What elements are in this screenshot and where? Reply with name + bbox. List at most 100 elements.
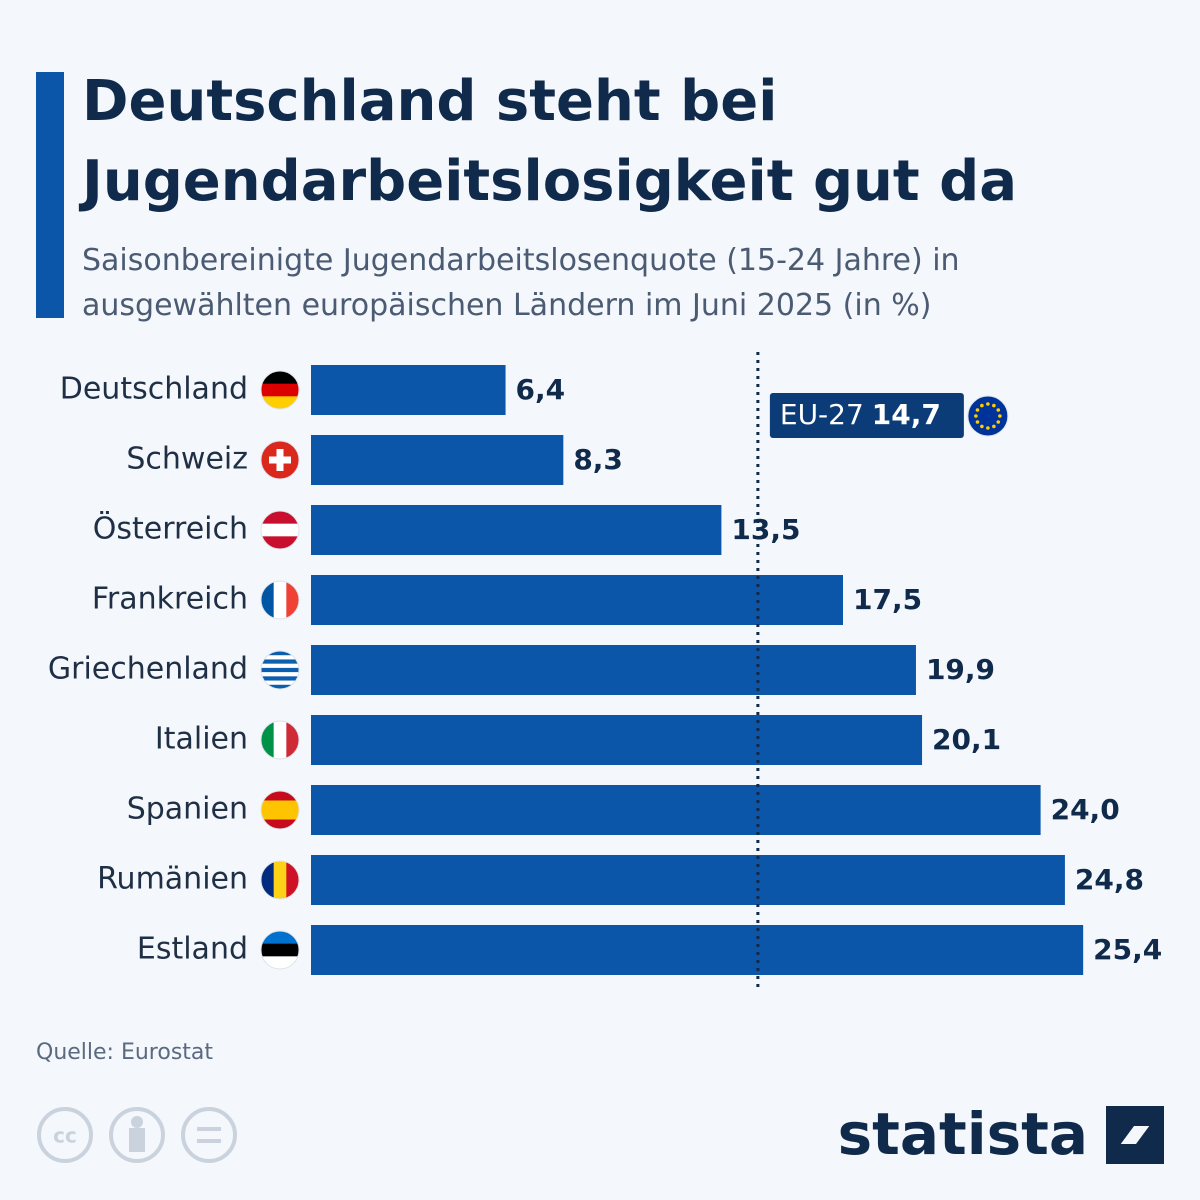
flag-stripe — [261, 672, 299, 677]
reference-badge — [769, 393, 964, 438]
eu-star — [998, 414, 1002, 418]
eu-star — [996, 420, 1001, 424]
flag-stripe — [286, 721, 299, 759]
value-label: 25,4 — [1093, 933, 1162, 966]
flag-stripe — [261, 663, 299, 669]
bar — [311, 435, 564, 485]
category-label: Spanien — [127, 792, 248, 827]
flag-icon — [260, 370, 300, 410]
flag-stripe — [286, 581, 299, 619]
flag-stripe — [261, 511, 299, 525]
chart-subtitle: Saisonbereinigte Jugendarbeitslosenquote… — [82, 243, 960, 323]
flag-stripe — [261, 581, 275, 619]
eu-flag — [967, 395, 1009, 437]
flag-fill — [261, 721, 299, 759]
bar — [311, 505, 722, 555]
flag-stripe — [261, 667, 299, 673]
category-label: Frankreich — [92, 582, 248, 617]
svg-text:cc: cc — [53, 1124, 77, 1148]
flag-border — [260, 930, 300, 970]
chart-title: Deutschland steht bei Jugendarbeitslosig… — [82, 69, 1018, 214]
flag-icon — [260, 790, 300, 830]
flag-icon — [260, 580, 300, 620]
eu-star — [986, 402, 990, 406]
flag-border — [260, 790, 300, 830]
flag-stripe — [269, 456, 291, 464]
source: Quelle: Eurostat — [36, 1040, 213, 1065]
eu-star — [996, 408, 1001, 412]
eu-star — [974, 414, 978, 418]
bar — [311, 575, 843, 625]
flag-fill — [261, 861, 299, 899]
flag-stripe — [261, 680, 299, 686]
eu-star — [980, 424, 984, 429]
flag-border — [260, 720, 300, 760]
flag-stripe — [261, 651, 299, 656]
category-label: Österreich — [93, 511, 248, 547]
eu-star — [975, 420, 980, 424]
flag-stripe — [261, 819, 299, 829]
bar — [311, 365, 506, 415]
category-label: Italien — [155, 722, 248, 757]
flag-stripe — [261, 655, 299, 660]
flag-stripe — [273, 581, 287, 619]
flag-stripe — [261, 523, 299, 537]
flag-icon — [260, 440, 300, 480]
eu-star — [975, 408, 980, 412]
bar — [311, 855, 1065, 905]
value-label: 13,5 — [731, 513, 800, 546]
flag-stripe — [261, 800, 299, 811]
flag-border — [260, 580, 300, 620]
eu-flag-bg — [967, 395, 1009, 437]
flag-stripe — [286, 861, 299, 899]
value-label: 24,8 — [1075, 863, 1144, 896]
flag-stripe — [261, 684, 299, 689]
bar — [311, 925, 1084, 975]
flag-stripe — [261, 659, 299, 665]
eu-star — [992, 403, 996, 408]
value-label: 8,3 — [573, 443, 623, 476]
category-label: Griechenland — [48, 652, 248, 687]
category-label: Schweiz — [126, 442, 248, 477]
flag-icon — [260, 510, 300, 550]
eu-star — [980, 403, 984, 408]
flag-icon — [260, 720, 300, 760]
flag-stripe — [261, 861, 275, 899]
flag-stripe — [273, 721, 287, 759]
value-label: 17,5 — [853, 583, 922, 616]
flag-icon — [260, 860, 300, 900]
flag-border — [260, 860, 300, 900]
flag-icon — [260, 650, 300, 690]
category-label: Deutschland — [60, 372, 248, 407]
flag-stripe — [273, 861, 287, 899]
flag-fill — [261, 581, 299, 619]
flag-fill — [261, 441, 299, 479]
flag-stripe — [261, 791, 299, 801]
flag-border — [260, 510, 300, 550]
value-label: 24,0 — [1051, 793, 1120, 826]
eu-star — [992, 424, 996, 429]
bar — [311, 715, 923, 765]
category-label: Estland — [137, 932, 248, 967]
flag-stripe — [261, 371, 299, 385]
flag-fill — [261, 371, 299, 409]
flag-fill — [261, 791, 299, 829]
flag-border — [260, 650, 300, 690]
bar — [311, 645, 916, 695]
bar — [311, 785, 1041, 835]
flag-fill — [261, 511, 299, 549]
flag-border — [260, 370, 300, 410]
flag-stripe — [261, 956, 299, 969]
flag-stripe — [261, 383, 299, 397]
brand-logo: statista — [838, 1100, 1088, 1168]
flag-stripe — [261, 536, 299, 549]
value-label: 6,4 — [516, 373, 566, 406]
eu-star — [986, 426, 990, 430]
flag-icon — [260, 930, 300, 970]
reference-name: EU-27 — [780, 398, 864, 431]
accent-bar — [36, 72, 64, 318]
value-label: 19,9 — [926, 653, 995, 686]
flag-fill — [261, 931, 299, 969]
